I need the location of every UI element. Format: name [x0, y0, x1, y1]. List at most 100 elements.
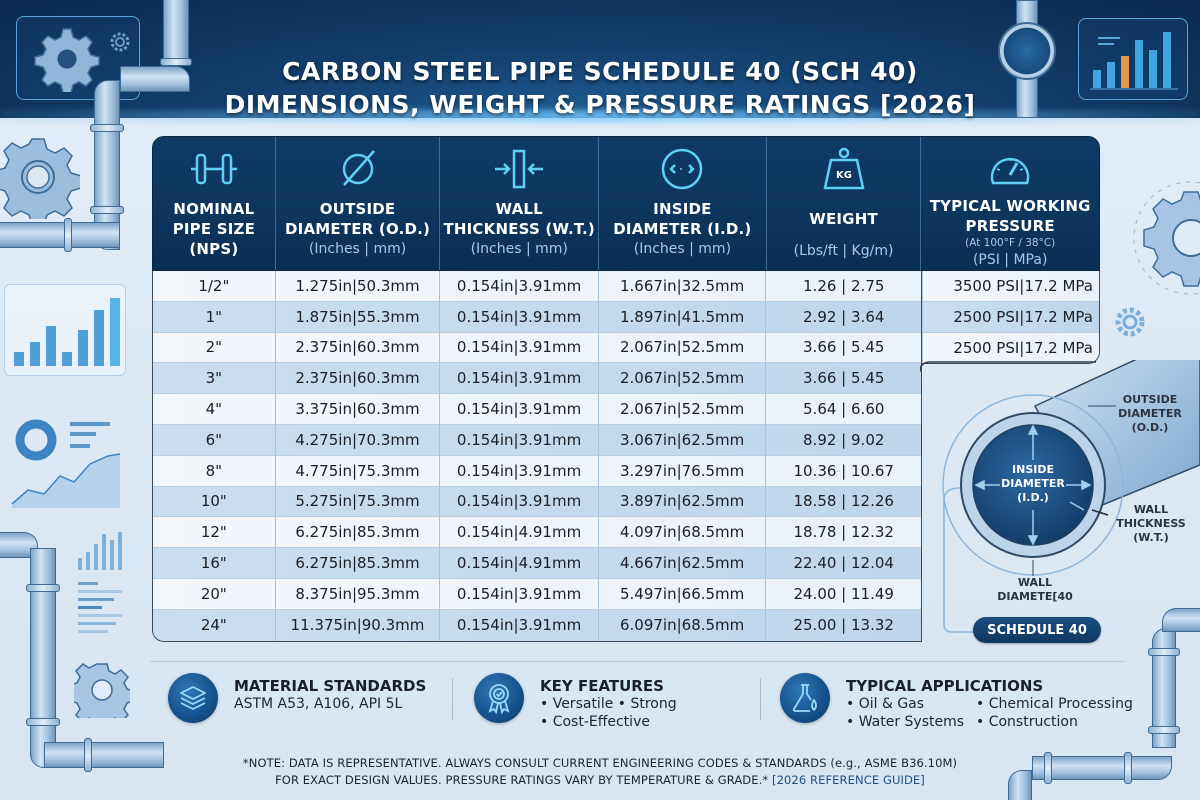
- inside-diameter-icon: [659, 147, 705, 191]
- column-header-weight: KG WEIGHT (Lbs/ft | Kg/m): [767, 137, 922, 270]
- cell-wt: 0.154in|3.91mm: [440, 578, 599, 609]
- info-separator: [452, 678, 453, 720]
- cell-wt: 0.154in|4.91mm: [440, 548, 599, 578]
- cell-id: 4.097in|68.5mm: [599, 517, 767, 548]
- table-row: 1" 1.875in|55.3mm 0.154in|3.91mm 1.897in…: [153, 301, 921, 333]
- cell-nps: 4": [153, 394, 276, 424]
- banner-glow: [0, 110, 1200, 122]
- column-header-inside-diameter: INSIDE DIAMETER (I.D.) (Inches | mm): [599, 137, 767, 270]
- gear-icon: [34, 28, 100, 92]
- pipe-decoration: [1032, 756, 1172, 780]
- cell-wt: 0.154in|3.91mm: [440, 332, 599, 363]
- table-header: NOMINAL PIPE SIZE (NPS) OUTSIDE DIAMETER…: [152, 136, 1100, 271]
- cell-nps: 20": [153, 578, 276, 609]
- pipe-decoration: [1162, 608, 1200, 632]
- pipe-decoration: [120, 66, 190, 92]
- cell-weight: 10.36 | 10.67: [793, 461, 894, 480]
- cell-od: 11.375in|90.3mm: [276, 609, 441, 641]
- cell-od: 4.775in|75.3mm: [276, 455, 441, 486]
- pipe-collar: [1044, 752, 1052, 784]
- bar-chart-icon: [1090, 32, 1178, 90]
- weight-kg-icon: KG: [821, 147, 867, 191]
- cell-weight: 18.58 | 12.26: [793, 492, 894, 511]
- cell-wt: 0.154in|3.91mm: [440, 486, 599, 517]
- wall-diameter-label: WALL DIAMETE[40: [997, 576, 1073, 603]
- cell-od: 4.275in|70.3mm: [276, 424, 441, 455]
- pipe-collar: [64, 218, 72, 252]
- cell-wt: 0.154in|3.91mm: [440, 394, 599, 424]
- table-row: 8" 4.775in|75.3mm 0.154in|3.91mm 3.297in…: [153, 455, 921, 487]
- pipe-decoration: [44, 742, 164, 768]
- cell-wt: 0.154in|3.91mm: [440, 609, 599, 641]
- table-row: 1/2" 1.275in|50.3mm 0.154in|3.91mm 1.667…: [153, 271, 921, 302]
- cell-id: 5.497in|66.5mm: [599, 578, 767, 609]
- cell-id: 1.667in|32.5mm: [599, 271, 767, 301]
- reference-guide-label: [2026 REFERENCE GUIDE]: [772, 773, 925, 787]
- pipe-collar: [26, 718, 60, 726]
- pipe-decoration: [30, 548, 56, 768]
- cell-wt: 0.154in|3.91mm: [440, 271, 599, 301]
- cell-weight: 24.00 | 11.49: [793, 584, 894, 603]
- bar-chart-icon: [78, 532, 122, 570]
- table-row: 2" 2.375in|60.3mm 0.154in|3.91mm 2.067in…: [153, 332, 921, 364]
- flask-icon: [780, 673, 830, 723]
- column-header-outside-diameter: OUTSIDE DIAMETER (O.D.) (Inches | mm): [276, 137, 441, 270]
- layers-icon: [168, 673, 218, 723]
- wall-thickness-label: WALL THICKNESS (W.T.): [1116, 503, 1186, 544]
- pipe-collar: [160, 58, 192, 66]
- pipe-collar: [90, 206, 124, 214]
- cell-id: 2.067in|52.5mm: [599, 363, 767, 394]
- table-row: 3500 PSI|17.2 MPa: [923, 271, 1099, 302]
- cell-od: 1.275in|50.3mm: [276, 271, 441, 301]
- table-row: 24" 11.375in|90.3mm 0.154in|3.91mm 6.097…: [153, 609, 921, 641]
- cell-nps: 1": [153, 301, 276, 332]
- bar-chart-icon: [14, 298, 120, 366]
- cell-weight: 5.64 | 6.60: [803, 400, 885, 419]
- text-lines-decoration: [78, 582, 122, 633]
- page-title: CARBON STEEL PIPE SCHEDULE 40 (SCH 40): [282, 57, 918, 86]
- cell-pressure: 2500 PSI|17.2 MPa: [953, 307, 1093, 326]
- cell-weight: 2.92 | 3.64: [803, 307, 885, 326]
- pipe-decoration: [1008, 770, 1032, 800]
- cell-id: 3.067in|62.5mm: [599, 424, 767, 455]
- pressure-column: 3500 PSI|17.2 MPa 2500 PSI|17.2 MPa 2500…: [922, 271, 1100, 365]
- cell-od: 2.375in|60.3mm: [276, 332, 441, 363]
- cell-wt: 0.154in|3.91mm: [440, 301, 599, 332]
- wall-thickness-icon: [489, 147, 549, 191]
- cell-weight: 8.92 | 9.02: [803, 430, 885, 449]
- cell-nps: 24": [153, 609, 276, 641]
- table-row: 3" 2.375in|60.3mm 0.154in|3.91mm 2.067in…: [153, 363, 921, 395]
- table-row: 2500 PSI|17.2 MPa: [923, 301, 1099, 333]
- schedule-40-badge: SCHEDULE 40: [973, 617, 1101, 643]
- cell-nps: 16": [153, 548, 276, 578]
- cell-nps: 8": [153, 455, 276, 486]
- column-header-nps: NOMINAL PIPE SIZE (NPS): [153, 137, 276, 270]
- cell-nps: 10": [153, 486, 276, 517]
- table-row: 12" 6.275in|85.3mm 0.154in|4.91mm 4.097i…: [153, 517, 921, 549]
- pressure-gauge-icon: [987, 147, 1033, 190]
- analytics-chart-decoration: [11, 419, 121, 508]
- inside-diameter-label: INSIDE DIAMETER (I.D.): [1001, 463, 1065, 504]
- pipe-collar: [84, 738, 92, 772]
- gear-icon: [0, 138, 80, 219]
- cell-id: 2.067in|52.5mm: [599, 394, 767, 424]
- pipe-decoration: [94, 80, 120, 250]
- cell-weight: 25.00 | 13.32: [793, 616, 894, 635]
- cell-id: 4.667in|62.5mm: [599, 548, 767, 578]
- cell-od: 6.275in|85.3mm: [276, 517, 441, 548]
- cell-wt: 0.154in|4.91mm: [440, 517, 599, 548]
- gear-icon: [74, 663, 130, 718]
- cell-pressure: 2500 PSI|17.2 MPa: [953, 338, 1093, 357]
- disclaimer-note-line1: *NOTE: DATA IS REPRESENTATIVE. ALWAYS CO…: [242, 756, 958, 770]
- pipe-collar: [1124, 752, 1132, 784]
- page-subtitle: DIMENSIONS, WEIGHT & PRESSURE RATINGS [2…: [224, 90, 976, 119]
- typical-applications-block: TYPICAL APPLICATIONS • Oil & Gas • Water…: [780, 673, 1133, 731]
- cell-nps: 3": [153, 363, 276, 394]
- cell-weight: 22.40 | 12.04: [793, 554, 894, 573]
- cell-id: 6.097in|68.5mm: [599, 609, 767, 641]
- pipe-collar: [26, 584, 60, 592]
- award-ribbon-icon: [474, 673, 524, 723]
- column-header-wall-thickness: WALL THICKNESS (W.T.) (Inches | mm): [440, 137, 600, 270]
- cell-weight: 3.66 | 5.45: [803, 369, 885, 388]
- outside-diameter-label: OUTSIDE DIAMETER (O.D.): [1118, 393, 1182, 434]
